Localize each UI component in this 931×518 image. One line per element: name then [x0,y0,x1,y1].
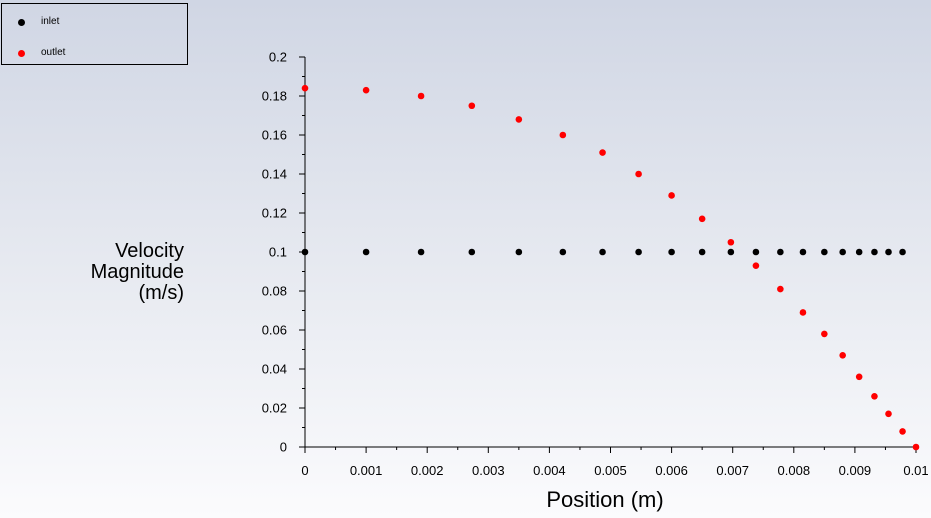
x-tick-label: 0.004 [533,463,566,478]
y-axis-label-line: Velocity [115,240,184,262]
data-point-inlet [635,248,642,256]
x-tick-label: 0.001 [350,463,383,478]
data-point-outlet [301,84,309,92]
x-tick-label: 0.002 [411,463,444,478]
x-tick-label: 0 [301,463,308,478]
legend-marker-outlet [18,50,25,57]
x-tick-label: 0.006 [655,463,688,478]
data-point-outlet [855,373,863,381]
y-axis-label: Velocity Magnitude (m/s) [91,241,184,304]
data-point-inlet [515,248,523,256]
data-point-inlet [752,248,760,256]
data-point-outlet [468,102,476,110]
data-point-outlet [912,443,920,451]
data-point-outlet [871,393,878,400]
data-point-outlet [698,215,706,223]
data-point-inlet [362,248,370,256]
data-point-outlet [417,92,425,100]
legend-marker-inlet [18,19,25,26]
data-point-outlet [515,116,523,123]
data-point-outlet [777,285,784,293]
data-point-inlet [885,248,892,256]
data-point-outlet [362,86,370,94]
data-point-inlet [599,248,606,256]
data-point-outlet [599,149,606,156]
y-tick-label: 0.18 [262,89,287,104]
data-point-inlet [839,248,846,256]
y-tick-label: 0.16 [262,128,287,143]
x-tick-label: 0.003 [472,463,505,478]
legend-entry-outlet: outlet [2,46,182,62]
y-tick-label: 0.04 [262,362,287,377]
x-tick-label: 0.008 [778,463,811,478]
data-point-inlet [727,248,735,256]
data-point-outlet [559,131,567,139]
chart-legend: inlet outlet [1,3,188,65]
data-point-outlet [839,352,846,359]
y-tick-label: 0.02 [262,401,287,416]
data-point-inlet [871,248,878,256]
y-tick-label: 0 [280,440,287,455]
data-point-inlet [468,248,476,256]
x-tick-label: 0.01 [903,463,928,478]
data-point-inlet [777,248,784,256]
x-tick-label: 0.005 [594,463,627,478]
y-axis-label-line: (m/s) [138,282,184,304]
data-point-inlet [668,248,675,256]
data-point-outlet [799,309,807,316]
x-tick-label: 0.007 [716,463,749,478]
x-axis-label: Position (m) [546,487,664,512]
y-axis-label-line: Magnitude [90,261,184,283]
legend-entry-inlet: inlet [2,15,182,31]
data-point-outlet [885,410,892,418]
legend-label-outlet: outlet [41,47,66,58]
data-point-outlet [727,238,735,246]
x-tick-label: 0.009 [839,463,872,478]
data-point-inlet [559,248,567,256]
data-point-outlet [752,262,760,269]
data-point-inlet [301,248,309,256]
data-point-inlet [417,248,425,256]
data-point-inlet [799,248,807,256]
data-point-inlet [698,248,706,256]
data-point-outlet [668,192,675,199]
data-point-inlet [899,248,906,256]
y-tick-label: 0.14 [262,167,287,182]
y-tick-label: 0.1 [269,245,287,260]
y-tick-label: 0.2 [269,50,287,65]
data-point-inlet [821,248,828,256]
data-point-inlet [855,248,863,256]
data-point-outlet [899,428,906,435]
data-point-outlet [635,170,642,178]
y-tick-label: 0.12 [262,206,287,221]
data-point-outlet [821,330,828,338]
y-tick-label: 0.06 [262,323,287,338]
legend-label-inlet: inlet [41,16,60,27]
y-tick-label: 0.08 [262,284,287,299]
